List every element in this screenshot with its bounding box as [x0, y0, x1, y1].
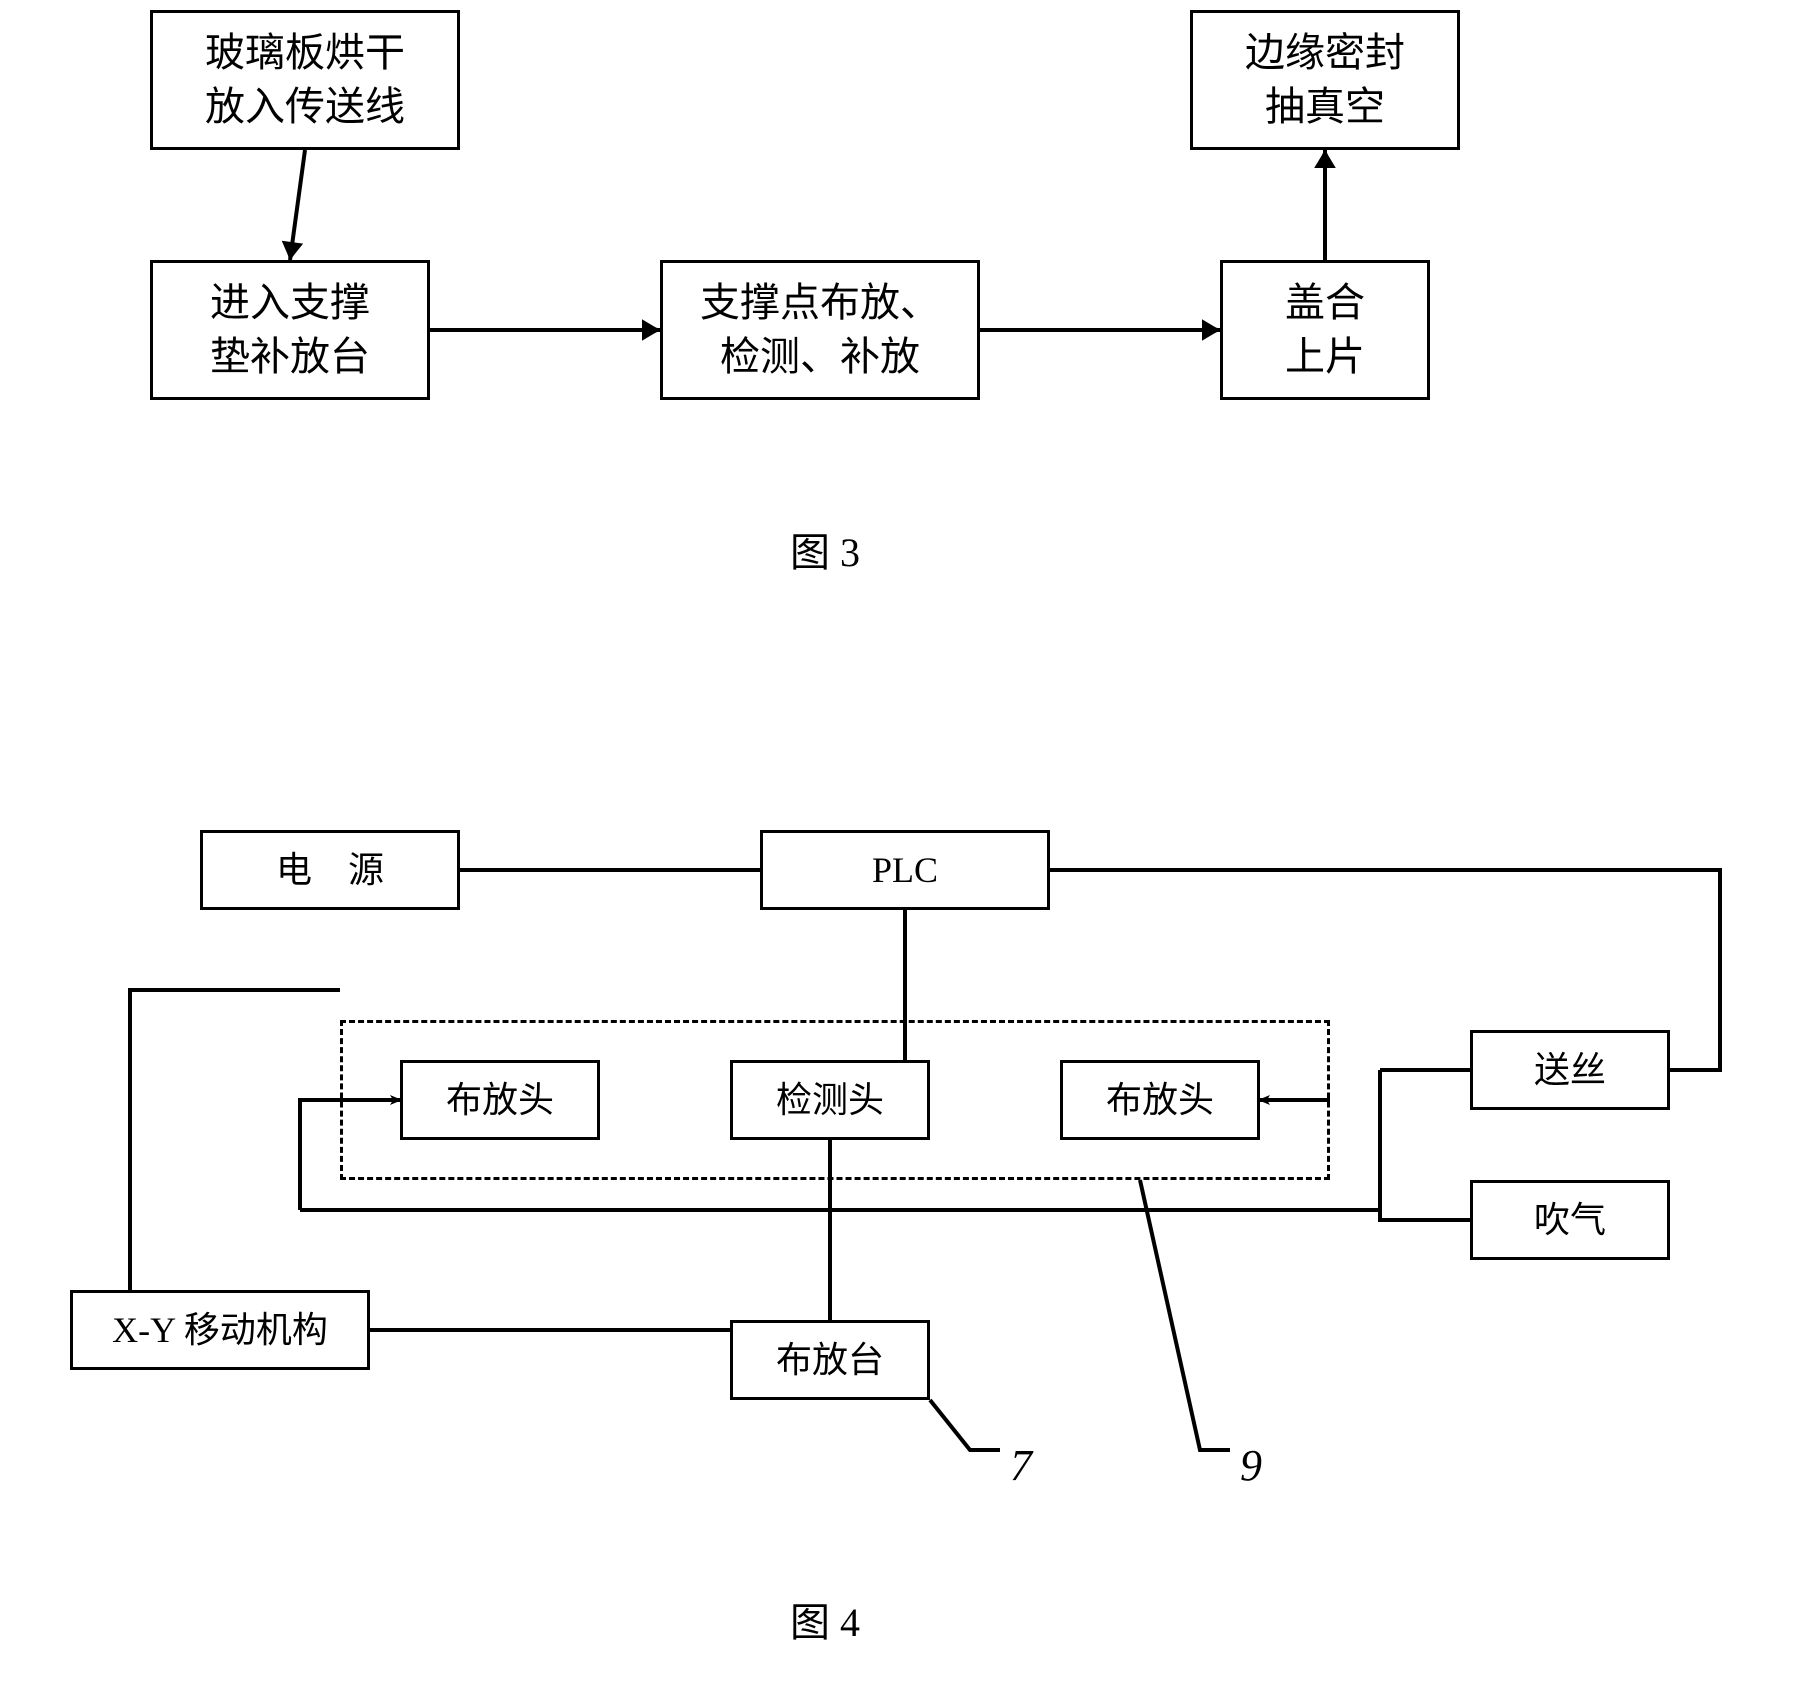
node-label: 检测头 [776, 1076, 884, 1125]
node-label: 电 源 [276, 846, 384, 895]
fig3-node-b: 进入支撑垫补放台 [150, 260, 430, 400]
fig4-node-power: 电 源 [200, 830, 460, 910]
fig3-node-c: 支撑点布放、检测、补放 [660, 260, 980, 400]
fig4-node-wire: 送丝 [1470, 1030, 1670, 1110]
node-label: 玻璃板烘干放入传送线 [205, 26, 405, 134]
node-label: 支撑点布放、检测、补放 [700, 276, 940, 384]
fig4-node-blow: 吹气 [1470, 1180, 1670, 1260]
fig3-node-d: 盖合上片 [1220, 260, 1430, 400]
fig4-node-detect: 检测头 [730, 1060, 930, 1140]
fig4-label-7: 7 [1010, 1440, 1032, 1491]
fig4-label-9: 9 [1240, 1440, 1262, 1491]
fig3-node-e: 边缘密封抽真空 [1190, 10, 1460, 150]
node-label: PLC [872, 846, 938, 895]
fig3-caption: 图 3 [790, 520, 860, 578]
fig4-node-xy: X-Y 移动机构 [70, 1290, 370, 1370]
node-label: 进入支撑垫补放台 [210, 276, 370, 384]
node-label: 吹气 [1534, 1196, 1606, 1245]
fig4-node-table: 布放台 [730, 1320, 930, 1400]
node-label: 边缘密封抽真空 [1245, 26, 1405, 134]
node-label: 布放头 [446, 1076, 554, 1125]
fig4-node-place2: 布放头 [1060, 1060, 1260, 1140]
fig4-caption: 图 4 [790, 1590, 860, 1648]
node-label: 布放头 [1106, 1076, 1214, 1125]
node-label: X-Y 移动机构 [112, 1306, 328, 1355]
fig4-node-place1: 布放头 [400, 1060, 600, 1140]
node-label: 送丝 [1534, 1046, 1606, 1095]
node-label: 布放台 [776, 1336, 884, 1385]
fig3-node-a: 玻璃板烘干放入传送线 [150, 10, 460, 150]
node-label: 盖合上片 [1285, 276, 1365, 384]
fig4-node-plc: PLC [760, 830, 1050, 910]
